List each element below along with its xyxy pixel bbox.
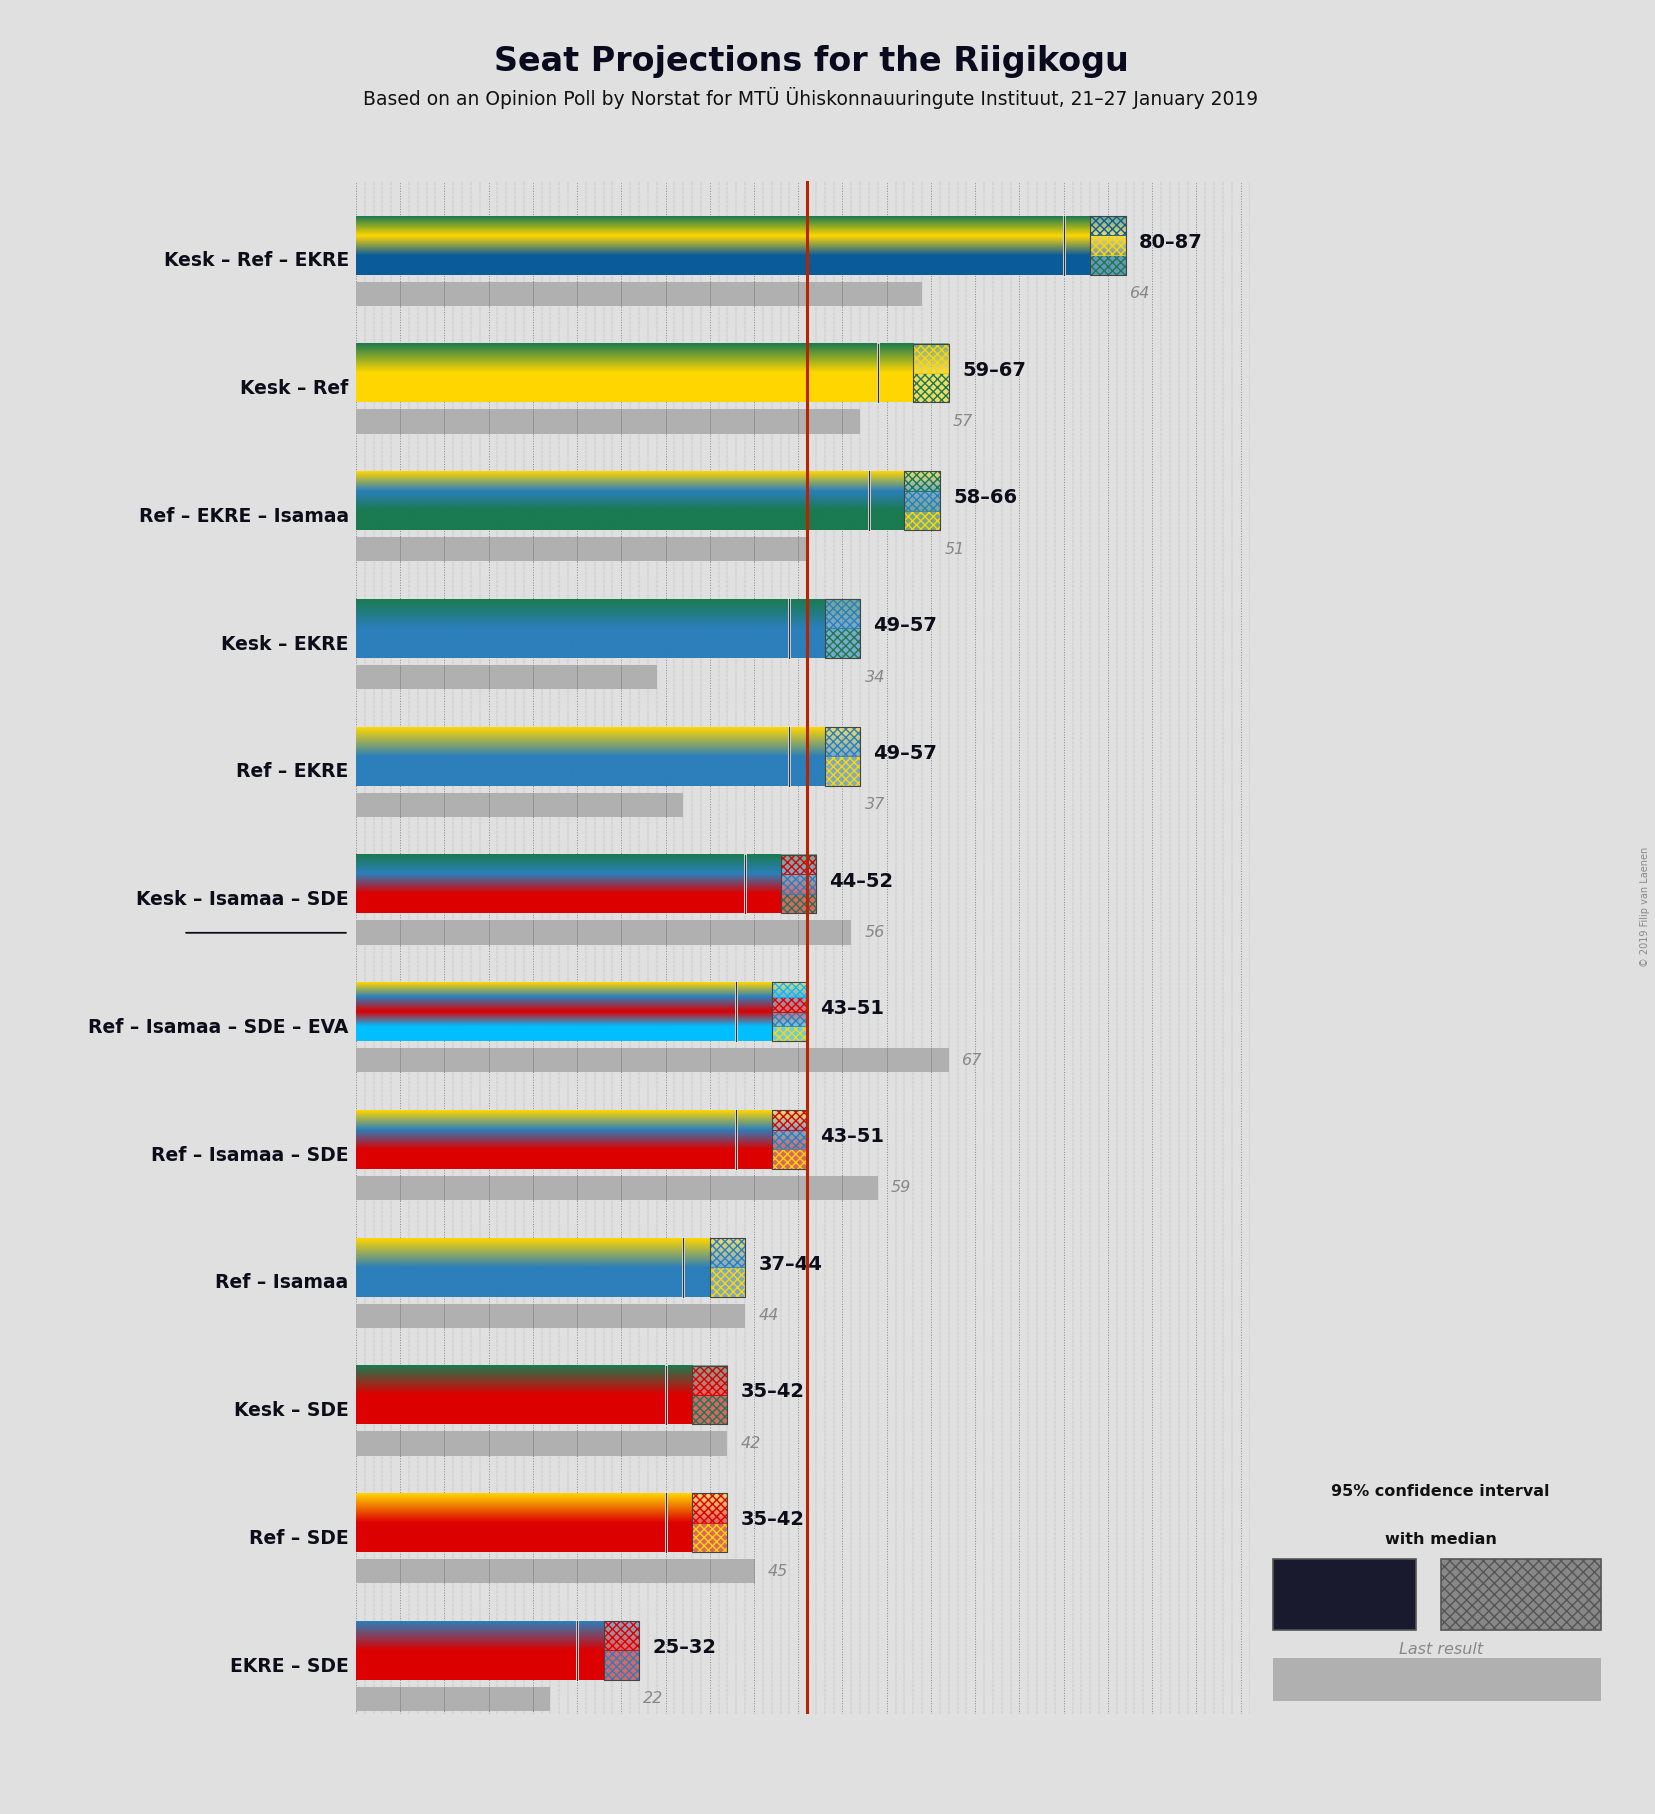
- Text: 44–52: 44–52: [829, 871, 894, 891]
- Text: 80–87: 80–87: [1139, 232, 1203, 252]
- Bar: [824, 727, 861, 756]
- Bar: [356, 410, 861, 434]
- Text: 42: 42: [741, 1437, 761, 1451]
- Bar: [356, 1687, 551, 1711]
- Bar: [356, 1048, 948, 1072]
- Text: with median: with median: [1385, 1531, 1496, 1547]
- Bar: [1273, 1658, 1600, 1702]
- Text: Last result: Last result: [1398, 1642, 1483, 1656]
- Text: Ref – SDE: Ref – SDE: [250, 1529, 349, 1547]
- Bar: [771, 998, 808, 1012]
- Bar: [824, 599, 861, 628]
- Bar: [604, 1651, 639, 1680]
- Bar: [604, 1622, 639, 1651]
- Bar: [1091, 256, 1125, 274]
- Text: 43–51: 43–51: [821, 1000, 884, 1018]
- Bar: [356, 666, 657, 689]
- Text: Kesk – Isamaa – SDE: Kesk – Isamaa – SDE: [136, 891, 349, 909]
- Bar: [824, 599, 861, 658]
- Bar: [710, 1237, 745, 1268]
- Bar: [914, 374, 948, 403]
- Bar: [781, 874, 816, 894]
- Text: 57: 57: [953, 414, 973, 430]
- Text: EKRE – SDE: EKRE – SDE: [230, 1656, 349, 1676]
- Text: Ref – EKRE – Isamaa: Ref – EKRE – Isamaa: [139, 506, 349, 526]
- Bar: [771, 1130, 808, 1150]
- Bar: [824, 756, 861, 785]
- Bar: [692, 1493, 728, 1522]
- Bar: [781, 854, 816, 912]
- Bar: [1440, 1560, 1600, 1631]
- Text: 25–32: 25–32: [652, 1638, 717, 1656]
- Text: 64: 64: [1130, 287, 1150, 301]
- Bar: [781, 854, 816, 874]
- Bar: [356, 793, 684, 816]
- Bar: [356, 1431, 728, 1455]
- Bar: [604, 1622, 639, 1680]
- Bar: [771, 1150, 808, 1168]
- Text: Ref – EKRE: Ref – EKRE: [237, 762, 349, 782]
- Bar: [710, 1268, 745, 1297]
- Bar: [914, 343, 948, 403]
- Bar: [781, 894, 816, 912]
- Bar: [356, 537, 808, 561]
- Text: 34: 34: [864, 669, 885, 684]
- Text: Ref – Isamaa – SDE – EVA: Ref – Isamaa – SDE – EVA: [88, 1018, 349, 1038]
- Bar: [771, 983, 808, 1041]
- Bar: [1091, 216, 1125, 274]
- Text: Ref – Isamaa – SDE: Ref – Isamaa – SDE: [151, 1146, 349, 1165]
- Text: 35–42: 35–42: [741, 1382, 804, 1402]
- Bar: [692, 1395, 728, 1424]
- Bar: [914, 343, 948, 374]
- Text: 49–57: 49–57: [874, 744, 937, 762]
- Text: 58–66: 58–66: [953, 488, 1018, 508]
- Bar: [356, 1558, 755, 1584]
- Text: 59–67: 59–67: [962, 361, 1026, 379]
- Text: 37: 37: [864, 796, 885, 813]
- Bar: [1091, 236, 1125, 256]
- Text: 37–44: 37–44: [758, 1255, 823, 1273]
- Text: 22: 22: [644, 1691, 664, 1707]
- Bar: [692, 1522, 728, 1553]
- Bar: [356, 920, 851, 945]
- Bar: [692, 1366, 728, 1395]
- Bar: [824, 628, 861, 658]
- Text: Kesk – EKRE: Kesk – EKRE: [222, 635, 349, 653]
- Text: 44: 44: [758, 1308, 780, 1322]
- Text: Based on an Opinion Poll by Norstat for MTÜ Ühiskonnauuringute Instituut, 21–27 : Based on an Opinion Poll by Norstat for …: [364, 87, 1258, 109]
- Text: Seat Projections for the Riigikogu: Seat Projections for the Riigikogu: [493, 45, 1129, 78]
- Text: 45: 45: [768, 1564, 788, 1578]
- Text: 67: 67: [962, 1052, 981, 1068]
- Bar: [1273, 1560, 1415, 1631]
- Text: Kesk – Ref: Kesk – Ref: [240, 379, 349, 397]
- Text: 35–42: 35–42: [741, 1511, 804, 1529]
- Text: Kesk – Ref – EKRE: Kesk – Ref – EKRE: [164, 252, 349, 270]
- Bar: [771, 1110, 808, 1168]
- Bar: [904, 492, 940, 510]
- Text: © 2019 Filip van Laenen: © 2019 Filip van Laenen: [1640, 847, 1650, 967]
- Bar: [356, 1175, 877, 1201]
- Bar: [904, 510, 940, 530]
- Text: 56: 56: [864, 925, 885, 940]
- Bar: [904, 472, 940, 492]
- Bar: [356, 1304, 745, 1328]
- Bar: [356, 281, 922, 307]
- Bar: [771, 983, 808, 998]
- Bar: [692, 1493, 728, 1553]
- Text: 43–51: 43–51: [821, 1126, 884, 1146]
- Bar: [710, 1237, 745, 1297]
- Text: 59: 59: [890, 1181, 912, 1195]
- Text: 49–57: 49–57: [874, 617, 937, 635]
- Bar: [692, 1366, 728, 1424]
- Text: Ref – Isamaa: Ref – Isamaa: [215, 1273, 349, 1292]
- Bar: [771, 1027, 808, 1041]
- Text: 51: 51: [945, 542, 965, 557]
- Bar: [771, 1110, 808, 1130]
- Text: 95% confidence interval: 95% confidence interval: [1331, 1484, 1551, 1500]
- Text: Kesk – SDE: Kesk – SDE: [233, 1400, 349, 1420]
- Bar: [771, 1012, 808, 1027]
- Bar: [904, 472, 940, 530]
- Bar: [824, 727, 861, 785]
- Bar: [1091, 216, 1125, 236]
